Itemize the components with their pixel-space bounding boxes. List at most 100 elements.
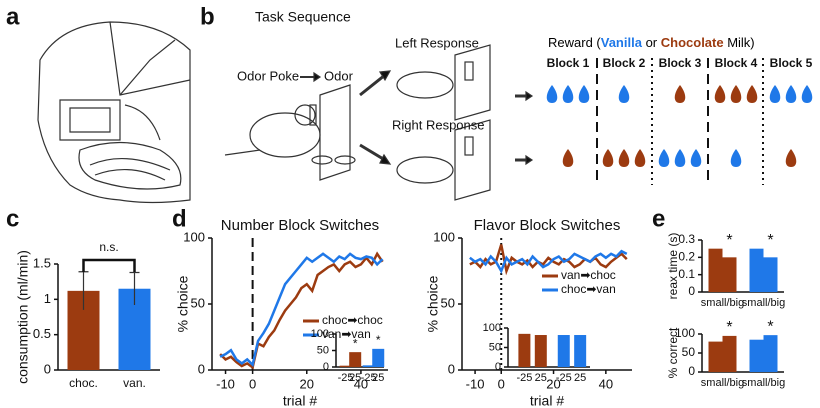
drop	[658, 149, 670, 167]
annotation: *	[353, 336, 358, 350]
bar	[708, 248, 723, 292]
y-tick-label: 0	[198, 361, 205, 376]
inset-bar	[349, 352, 362, 367]
reward-drops	[785, 149, 797, 167]
line-series	[469, 249, 628, 274]
bar	[763, 257, 778, 292]
drop	[785, 149, 797, 167]
right-response: Right Response	[392, 117, 485, 132]
reward-drops	[602, 149, 646, 167]
bar	[708, 341, 723, 372]
bar	[749, 248, 764, 292]
drop	[690, 149, 702, 167]
drop	[578, 85, 590, 103]
y-tick-label: 0	[688, 364, 695, 378]
reward-drops	[714, 85, 758, 103]
panel-label: c	[6, 205, 19, 232]
panel-label: e	[652, 205, 665, 232]
drop	[546, 85, 558, 103]
x-tick-label: 40	[599, 376, 613, 391]
y-tick-label: 100	[675, 326, 695, 340]
annotation: *	[726, 319, 732, 336]
block-label: Block 1	[547, 56, 590, 70]
drop	[618, 149, 630, 167]
y-tick-label: 0.1	[678, 267, 695, 281]
y-axis-label: % choice	[425, 275, 441, 332]
drop	[730, 149, 742, 167]
reward-text: or	[642, 35, 661, 50]
inset-x-label: -25	[361, 372, 377, 384]
x-tick-label: small/big	[701, 297, 744, 309]
reward-drops	[546, 85, 590, 103]
y-tick-label: 50	[441, 295, 455, 310]
inset-x-label: 25	[574, 372, 586, 384]
y-tick-label: 0	[323, 361, 329, 373]
block-label: Block 2	[603, 56, 646, 70]
inset-bar	[574, 335, 587, 367]
inset-bar	[362, 365, 375, 367]
reward-drops	[730, 149, 742, 167]
drop	[634, 149, 646, 167]
odor: Odor	[324, 68, 354, 83]
drop	[674, 149, 686, 167]
bar	[722, 335, 737, 372]
annotation: *	[726, 232, 732, 249]
x-tick-label: 0	[498, 376, 505, 391]
drop	[801, 85, 813, 103]
annotation: *	[767, 318, 773, 335]
y-axis-label: reax time (s)	[666, 233, 680, 300]
y-tick-label: 0.3	[678, 232, 695, 246]
x-tick-label: small/big	[742, 297, 785, 309]
bar	[749, 339, 764, 372]
y-tick-label: 1.5	[33, 255, 51, 270]
y-tick-label: 0	[495, 361, 501, 373]
panel-label: b	[200, 3, 215, 30]
drop	[618, 85, 630, 103]
panel-label: a	[6, 3, 20, 30]
y-tick-label: 50	[489, 341, 501, 353]
inset-x-label: 25	[535, 372, 547, 384]
x-tick-label: 0	[249, 376, 256, 391]
y-tick-label: 100	[433, 229, 455, 244]
y-tick-label: 100	[183, 229, 205, 244]
annotation: *	[767, 232, 773, 249]
x-tick-label: -10	[466, 376, 485, 391]
y-axis-label: consumption (ml/min)	[15, 250, 31, 384]
drop	[714, 85, 726, 103]
drop	[730, 85, 742, 103]
x-tick-label: small/big	[701, 377, 744, 389]
brain-sketch	[37, 21, 191, 204]
panel-label: d	[172, 205, 187, 232]
drop	[674, 85, 686, 103]
block-dividers	[596, 58, 764, 185]
inset-x-label: -25	[516, 372, 532, 384]
reward-header: Reward (Vanilla or Chocolate Milk)	[548, 35, 755, 50]
odor-poke: Odor Poke	[237, 68, 299, 83]
inset-x-label: -25	[338, 372, 354, 384]
chart-title: Number Block Switches	[221, 217, 379, 234]
y-tick-label: 50	[191, 295, 205, 310]
reward-drops	[674, 85, 686, 103]
line-series	[219, 252, 384, 368]
y-tick-label: 0	[448, 361, 455, 376]
inset-bar	[518, 333, 531, 367]
rat-sketch	[224, 44, 534, 201]
inset-bar	[339, 365, 352, 367]
y-axis-label: % choice	[175, 275, 191, 332]
x-tick-label: van.	[123, 376, 146, 390]
legend-label: van➡choc	[561, 268, 616, 282]
x-axis-label: trial #	[530, 393, 564, 408]
y-tick-label: 100	[483, 322, 501, 334]
left-response: Left Response	[395, 35, 479, 50]
x-tick-label: 20	[300, 376, 314, 391]
y-tick-label: 0	[44, 361, 51, 376]
legend-label: van➡van	[322, 327, 371, 341]
y-tick-label: 0.2	[678, 250, 695, 264]
drop	[746, 85, 758, 103]
bar	[763, 335, 778, 372]
chart-title: Flavor Block Switches	[474, 217, 621, 234]
reward-drops	[769, 85, 813, 103]
reward-text: Reward (	[548, 35, 601, 50]
